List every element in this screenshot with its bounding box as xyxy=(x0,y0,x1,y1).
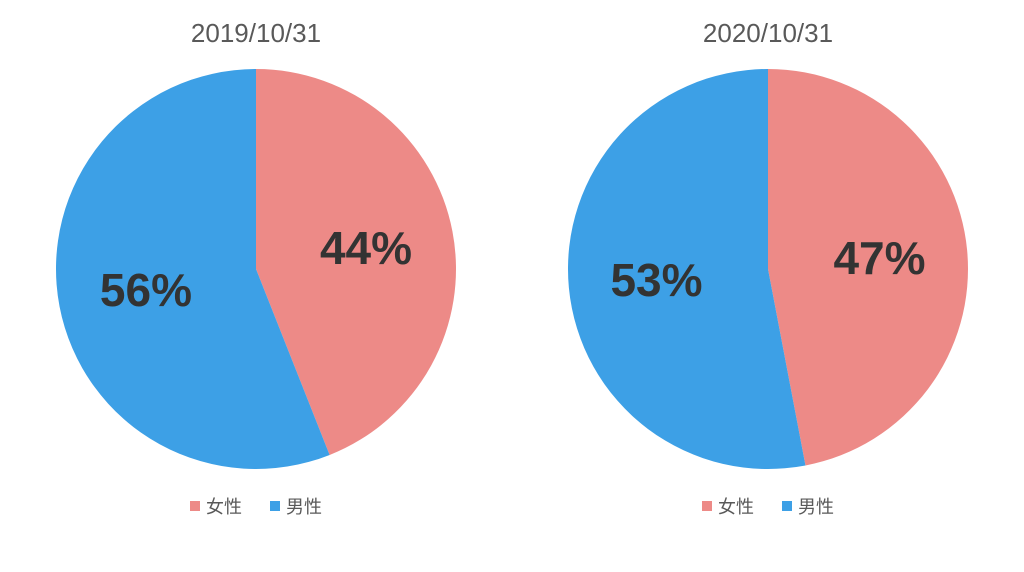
slice-label-male: 53% xyxy=(610,253,702,307)
chart-panel-2020: 2020/10/31 47% 53% 女性 男性 xyxy=(512,0,1024,572)
swatch-male xyxy=(782,501,792,511)
chart-panel-2019: 2019/10/31 44% 56% 女性 男性 xyxy=(0,0,512,572)
legend-item-female: 女性 xyxy=(190,493,242,519)
legend-label: 女性 xyxy=(206,493,242,519)
legend-item-female: 女性 xyxy=(702,493,754,519)
pie-chart: 47% 53% xyxy=(558,59,978,479)
legend-label: 女性 xyxy=(718,493,754,519)
legend-item-male: 男性 xyxy=(270,493,322,519)
legend-label: 男性 xyxy=(798,493,834,519)
chart-title: 2020/10/31 xyxy=(703,18,833,49)
swatch-female xyxy=(190,501,200,511)
chart-title: 2019/10/31 xyxy=(191,18,321,49)
charts-container: 2019/10/31 44% 56% 女性 男性 2020/10/31 47% … xyxy=(0,0,1024,572)
pie-chart: 44% 56% xyxy=(46,59,466,479)
legend-label: 男性 xyxy=(286,493,322,519)
legend-item-male: 男性 xyxy=(782,493,834,519)
slice-label-male: 56% xyxy=(100,263,192,317)
slice-label-female: 44% xyxy=(320,221,412,275)
legend: 女性 男性 xyxy=(190,493,322,519)
legend: 女性 男性 xyxy=(702,493,834,519)
swatch-female xyxy=(702,501,712,511)
slice-label-female: 47% xyxy=(833,231,925,285)
swatch-male xyxy=(270,501,280,511)
